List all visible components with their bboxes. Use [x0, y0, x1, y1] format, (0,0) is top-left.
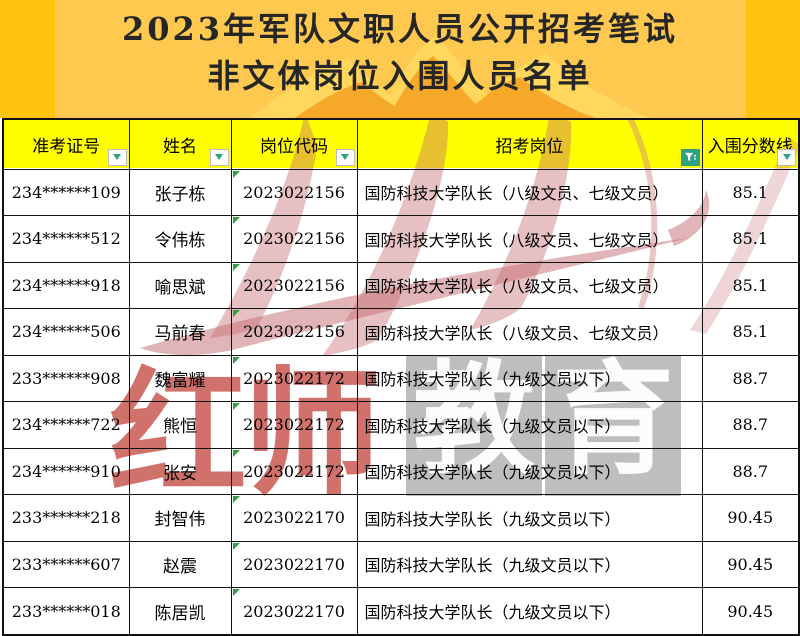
cell-score[interactable]: 88.7	[701, 447, 800, 496]
header-row: 准考证号 姓名 岗位代码 招考岗位 入围分数线	[2, 118, 800, 170]
cell-name[interactable]: 张安	[128, 447, 232, 496]
cell-score[interactable]: 90.45	[701, 540, 800, 589]
cell-score[interactable]: 85.1	[701, 308, 800, 356]
cell-score[interactable]: 85.1	[701, 215, 800, 263]
cell-job-title[interactable]: 国防科技大学队长（九级文员以下）	[356, 494, 703, 542]
table-row: 234******722 熊恒 2023022172 国防科技大学队长（九级文员以下）…	[2, 401, 800, 449]
results-table: 准考证号 姓名 岗位代码 招考岗位 入围分数线 234******109 张子栋 20230…	[2, 118, 800, 636]
table-row: 233******218 封智伟 2023022170 国防科技大学队长（九级文员以下…	[2, 494, 800, 542]
cell-score[interactable]: 90.45	[701, 587, 800, 636]
cell-job-code[interactable]: 2023022156	[230, 308, 358, 356]
cell-admission-no[interactable]: 233******607	[2, 540, 130, 589]
col-header-label: 姓名	[163, 136, 197, 157]
cell-admission-no[interactable]: 233******218	[2, 494, 130, 542]
cell-name[interactable]: 魏富耀	[128, 354, 232, 403]
title-line-1: 2023年军队文职人员公开招考笔试	[121, 10, 679, 48]
cell-job-title[interactable]: 国防科技大学队长（八级文员、七级文员）	[356, 261, 703, 310]
chevron-down-icon	[782, 154, 791, 160]
cell-job-code[interactable]: 2023022170	[230, 540, 358, 589]
cell-job-code[interactable]: 2023022172	[230, 447, 358, 496]
table-row: 233******018 陈居凯 2023022170 国防科技大学队长（九级文员以下…	[2, 587, 800, 636]
cell-admission-no[interactable]: 234******109	[2, 168, 130, 217]
table-row: 233******607 赵震 2023022170 国防科技大学队长（九级文员以下）…	[2, 540, 800, 589]
cell-admission-no[interactable]: 234******722	[2, 401, 130, 449]
cell-score[interactable]: 88.7	[701, 354, 800, 403]
cell-job-title[interactable]: 国防科技大学队长（九级文员以下）	[356, 447, 703, 496]
col-header-label: 准考证号	[32, 136, 101, 157]
cell-job-code[interactable]: 2023022170	[230, 494, 358, 542]
cell-score[interactable]: 85.1	[701, 168, 800, 217]
cell-job-code[interactable]: 2023022156	[230, 168, 358, 217]
banner-mountains-graphic	[250, 36, 650, 118]
filter-dropdown-icon[interactable]	[209, 148, 229, 166]
cell-job-title[interactable]: 国防科技大学队长（九级文员以下）	[356, 401, 703, 449]
cell-job-title[interactable]: 国防科技大学队长（八级文员、七级文员）	[356, 308, 703, 356]
cell-job-code[interactable]: 2023022172	[230, 401, 358, 449]
col-header-label: 岗位代码	[260, 136, 328, 157]
cell-job-title[interactable]: 国防科技大学队长（八级文员、七级文员）	[356, 215, 703, 263]
cell-name[interactable]: 张子栋	[128, 168, 232, 217]
cell-admission-no[interactable]: 233******018	[2, 587, 130, 636]
table-row: 233******908 魏富耀 2023022172 国防科技大学队长（九级文员以下…	[2, 354, 800, 403]
cell-name[interactable]: 封智伟	[128, 494, 232, 542]
cell-job-title[interactable]: 国防科技大学队长（九级文员以下）	[356, 587, 703, 636]
page-title: 2023年军队文职人员公开招考笔试 非文体岗位入围人员名单	[0, 6, 800, 100]
chevron-down-icon	[113, 154, 121, 160]
cell-name[interactable]: 马前春	[128, 308, 232, 356]
banner	[0, 0, 800, 118]
cell-admission-no[interactable]: 234******918	[2, 261, 130, 310]
filter-applied-icon[interactable]	[680, 148, 700, 166]
cell-job-title[interactable]: 国防科技大学队长（九级文员以下）	[356, 540, 703, 589]
col-header-job-title[interactable]: 招考岗位	[356, 118, 703, 170]
cell-name[interactable]: 令伟栋	[128, 215, 232, 263]
cell-admission-no[interactable]: 234******512	[2, 215, 130, 263]
cell-score[interactable]: 88.7	[701, 401, 800, 449]
col-header-name[interactable]: 姓名	[128, 118, 232, 170]
cell-admission-no[interactable]: 234******910	[2, 447, 130, 496]
cell-job-code[interactable]: 2023022156	[230, 215, 358, 263]
cell-job-title[interactable]: 国防科技大学队长（九级文员以下）	[356, 354, 703, 403]
cell-admission-no[interactable]: 234******506	[2, 308, 130, 356]
cell-admission-no[interactable]: 233******908	[2, 354, 130, 403]
chevron-down-icon	[215, 154, 223, 160]
cell-score[interactable]: 90.45	[701, 494, 800, 542]
cell-job-title[interactable]: 国防科技大学队长（八级文员、七级文员）	[356, 168, 703, 217]
filter-dropdown-icon[interactable]	[335, 148, 355, 166]
col-header-job-code[interactable]: 岗位代码	[230, 118, 358, 170]
table-row: 234******918 喻思斌 2023022156 国防科技大学队长（八级文员、七…	[2, 261, 800, 310]
table-row: 234******910 张安 2023022172 国防科技大学队长（九级文员以下）…	[2, 447, 800, 496]
cell-job-code[interactable]: 2023022172	[230, 354, 358, 403]
filter-dropdown-icon[interactable]	[107, 148, 127, 166]
col-header-admission-no[interactable]: 准考证号	[2, 118, 130, 170]
col-header-score[interactable]: 入围分数线	[701, 118, 800, 170]
col-header-label: 招考岗位	[495, 136, 564, 157]
table-row: 234******506 马前春 2023022156 国防科技大学队长（八级文员、七…	[2, 308, 800, 356]
cell-name[interactable]: 陈居凯	[128, 587, 232, 636]
cell-name[interactable]: 熊恒	[128, 401, 232, 449]
table-row: 234******512 令伟栋 2023022156 国防科技大学队长（八级文员、七…	[2, 215, 800, 263]
title-line-2: 非文体岗位入围人员名单	[207, 57, 593, 95]
cell-job-code[interactable]: 2023022170	[230, 587, 358, 636]
col-header-label: 入围分数线	[707, 136, 793, 157]
cell-name[interactable]: 喻思斌	[128, 261, 232, 310]
cell-score[interactable]: 85.1	[701, 261, 800, 310]
filter-dropdown-icon[interactable]	[777, 148, 796, 166]
cell-job-code[interactable]: 2023022156	[230, 261, 358, 310]
cell-name[interactable]: 赵震	[128, 540, 232, 589]
table-row: 234******109 张子栋 2023022156 国防科技大学队长（八级文员、七…	[2, 168, 800, 217]
chevron-down-icon	[341, 154, 349, 160]
